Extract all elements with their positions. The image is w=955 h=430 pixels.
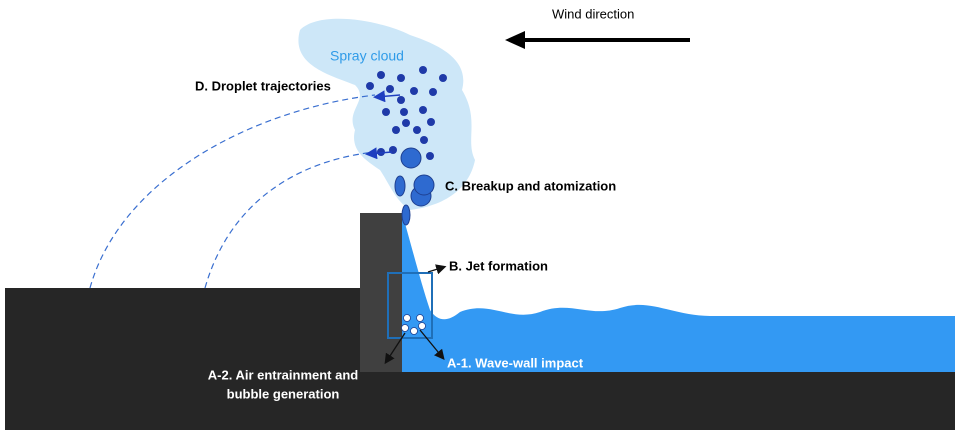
bubbles	[401, 314, 426, 335]
label-b: B. Jet formation	[449, 258, 548, 273]
wall	[360, 213, 402, 372]
arrow	[384, 332, 406, 365]
label-a2: A-2. Air entrainment and	[208, 367, 359, 382]
arrow	[427, 264, 447, 275]
label-d: D. Droplet trajectories	[195, 78, 331, 93]
spray-label: Spray cloud	[330, 48, 404, 64]
impact-box	[387, 272, 433, 339]
arrow	[419, 329, 445, 361]
label-a2: bubble generation	[227, 386, 340, 401]
trajectory	[89, 94, 376, 289]
spray-droplets	[366, 66, 447, 160]
wind-label: Wind direction	[552, 6, 634, 21]
water	[402, 213, 955, 372]
trajectory-arrow	[373, 90, 401, 103]
ground-bottom	[5, 372, 955, 430]
trajectory	[204, 151, 376, 289]
wind-arrowhead	[505, 31, 525, 49]
label-c: C. Breakup and atomization	[445, 178, 616, 193]
label-a1: A-1. Wave-wall impact	[447, 355, 584, 370]
trajectory-arrow	[365, 147, 393, 160]
jet-droplets	[394, 147, 435, 226]
